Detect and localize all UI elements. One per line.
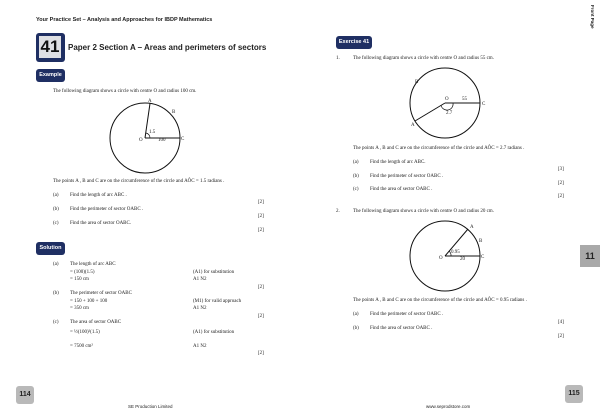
part-text: Find the area of sector OABC. (70, 221, 132, 226)
section-number-badge: 41 (36, 33, 65, 62)
part-label: (b) (53, 207, 59, 212)
label-c: C (481, 255, 485, 260)
solution-marks: [2] (258, 285, 264, 290)
solution-line: The area of sector OABC (70, 320, 122, 325)
solution-badge: Solution (36, 242, 65, 255)
part-label: (a) (353, 160, 359, 165)
solution-line: = ½(100)²(1.5) (70, 330, 100, 335)
label-radius: 20 (460, 257, 466, 262)
part-marks: [2] (258, 200, 264, 205)
label-a: A (411, 123, 415, 128)
example-intro: The following diagram shows a circle wit… (53, 89, 197, 94)
label-o: O (439, 256, 443, 261)
solution-label: (a) (53, 262, 59, 267)
solution-note: A1 N2 (193, 277, 207, 282)
solution-line: = 150 + 100 + 100 (70, 298, 108, 304)
label-angle: 1.5 (149, 130, 156, 135)
part-text: Find the perimeter of sector OABC . (370, 312, 444, 317)
chapter-tab[interactable]: 11 (580, 245, 600, 267)
part-marks: [4] (558, 320, 564, 325)
solution-line: = 7500 cm² (70, 344, 93, 349)
page-number-left: 114 (16, 386, 34, 404)
solution-note: (A1) for substitution (193, 269, 235, 275)
label-b: B (479, 239, 483, 244)
solution-label: (b) (53, 291, 59, 296)
label-b: B (415, 80, 419, 85)
label-angle: 0.95 (451, 250, 460, 255)
part-marks: [3] (558, 167, 564, 172)
solution-line: The length of arc ABC (70, 262, 116, 267)
page-number-right: 115 (565, 385, 583, 403)
part-label: (a) (53, 193, 59, 198)
question-1-statement: The points A , B and C are on the circum… (353, 146, 525, 151)
part-text: Find the area of sector OABC . (370, 187, 433, 192)
solution-line: = 350 cm (70, 306, 89, 311)
label-o: O (445, 97, 449, 102)
label-radius: 100 (158, 138, 166, 143)
side-label: Front Page (590, 5, 595, 29)
solution-note: A1 N2 (193, 306, 207, 311)
solution-line: The perimeter of sector OABC (70, 291, 132, 296)
label-c: C (181, 137, 185, 142)
question-2-number: 2. (336, 209, 340, 214)
question-1-intro: The following diagram shows a circle wit… (353, 56, 494, 61)
label-o: O (139, 138, 143, 143)
solution-line: = (100)(1.5) (70, 269, 95, 275)
question-2-diagram: A B 0.95 O 20 C (409, 220, 485, 292)
exercise-badge: Exercise 41 (336, 36, 372, 49)
section-number: 41 (39, 36, 61, 58)
question-2-statement: The points A , B and C are on the circum… (353, 298, 527, 303)
part-text: Find the perimeter of sector OABC . (70, 207, 144, 212)
solution-line: = 150 cm (70, 277, 89, 282)
footer-right: www.seprodstore.com (426, 404, 471, 409)
label-angle: 2.7 (446, 111, 453, 116)
solution-note: A1 N2 (193, 344, 207, 349)
solution-note: (M1) for valid approach (193, 298, 242, 304)
book-title: Your Practice Set – Analysis and Approac… (36, 17, 213, 23)
label-radius: 55 (462, 97, 468, 102)
solution-label: (c) (53, 320, 59, 325)
question-2-intro: The following diagram shows a circle wit… (353, 209, 494, 214)
part-text: Find the area of sector OABC . (370, 326, 433, 331)
question-1-number: 1. (336, 56, 340, 61)
part-marks: [2] (258, 214, 264, 219)
example-statement: The points A , B and C are on the circum… (53, 179, 225, 184)
part-marks: [2] (558, 194, 564, 199)
part-text: Find the length of arc ABC . (70, 193, 127, 198)
part-label: (b) (353, 174, 359, 179)
part-text: Find the perimeter of sector OABC . (370, 174, 444, 179)
footer-left: SE Production Limited (128, 404, 173, 409)
solution-marks: [2] (258, 314, 264, 319)
solution-note: (A1) for substitution (193, 330, 235, 335)
label-a: A (470, 225, 474, 230)
part-label: (c) (353, 187, 359, 192)
part-text: Find the length of arc ABC. (370, 160, 426, 165)
part-marks: [2] (558, 334, 564, 339)
part-label: (b) (353, 326, 359, 331)
part-marks: [2] (558, 181, 564, 186)
part-marks: [2] (258, 228, 264, 233)
label-c: C (482, 102, 486, 107)
page-title: Paper 2 Section A – Areas and perimeters… (68, 43, 267, 52)
example-diagram: A B 1.5 O 100 C (109, 99, 185, 174)
solution-marks: [2] (258, 351, 264, 356)
example-badge: Example (36, 69, 65, 82)
label-a: A (148, 99, 152, 104)
label-b: B (172, 110, 176, 115)
part-label: (a) (353, 312, 359, 317)
part-label: (c) (53, 221, 59, 226)
question-1-diagram: B O 55 C A 2.7 (409, 67, 486, 139)
